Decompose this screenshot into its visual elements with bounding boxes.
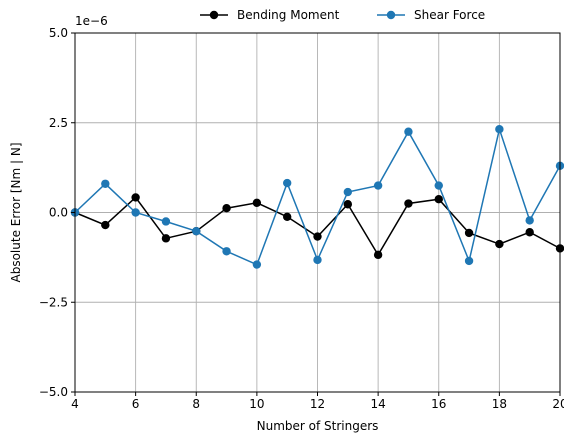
shear-force-point: [252, 260, 262, 269]
y-tick-label: 0.0: [49, 206, 68, 220]
x-tick-label: 6: [132, 397, 140, 411]
shear-force-point: [404, 127, 413, 136]
y-tick-label: 5.0: [49, 26, 68, 40]
bending-moment-point: [131, 193, 140, 202]
bending-moment-point: [282, 212, 292, 222]
shear-force-point: [222, 247, 231, 256]
shear-force-point: [343, 187, 353, 197]
x-tick-label: 10: [249, 397, 264, 411]
y-tick-label: 2.5: [49, 116, 68, 130]
tick-layer: 4 6 8 10 12 14 16 18 20 −5.0 −2.5 0.0 2.5 5.0: [39, 26, 564, 411]
shear-force-point: [313, 255, 322, 265]
shear-force-point: [282, 178, 292, 188]
grid: [74, 32, 561, 393]
bending-moment-legend-marker: [209, 10, 219, 20]
x-tick-label: 16: [431, 397, 446, 411]
shear-force-point: [495, 125, 504, 134]
shear-force-point: [131, 208, 140, 217]
bending-moment-point: [222, 203, 231, 213]
bending-moment-point: [464, 228, 474, 238]
y-tick-label: −5.0: [39, 385, 68, 399]
x-tick-label: 14: [370, 397, 385, 411]
shear-force-legend-label: Shear Force: [414, 8, 485, 22]
series-layer: [70, 125, 564, 269]
y-scale-label: 1e−6: [75, 14, 108, 28]
shear-force-point: [161, 217, 171, 226]
shear-force-point: [101, 179, 110, 188]
shear-force-point: [464, 256, 474, 266]
bending-moment-point: [252, 198, 262, 208]
bending-moment-point: [404, 199, 413, 208]
shear-force-point: [434, 181, 443, 190]
bending-moment-point: [495, 239, 504, 249]
shear-force-point: [525, 216, 534, 225]
shear-force-legend-marker: [386, 10, 396, 20]
bending-moment-legend-label: Bending Moment: [237, 8, 340, 22]
shear-force-point: [192, 226, 201, 236]
bending-moment-point: [313, 232, 322, 241]
legend: Bending Moment Shear Force: [200, 8, 485, 22]
bending-moment-point: [434, 195, 443, 204]
x-tick-label: 12: [310, 397, 325, 411]
x-tick-label: 18: [492, 397, 507, 411]
x-tick-label: 8: [192, 397, 200, 411]
shear-force-series: [70, 125, 564, 269]
shear-force-point: [373, 181, 383, 190]
bending-moment-point: [101, 220, 110, 230]
x-tick-label: 4: [71, 397, 79, 411]
y-axis-label: Absolute Error [Nm | N]: [9, 142, 23, 282]
x-axis-label: Number of Stringers: [257, 419, 379, 433]
bending-moment-point: [343, 200, 353, 209]
y-tick-label: −2.5: [39, 295, 68, 309]
x-tick-label: 20: [552, 397, 564, 411]
bending-moment-point: [161, 234, 171, 243]
bending-moment-point: [525, 228, 534, 237]
bending-moment-point: [373, 250, 383, 260]
